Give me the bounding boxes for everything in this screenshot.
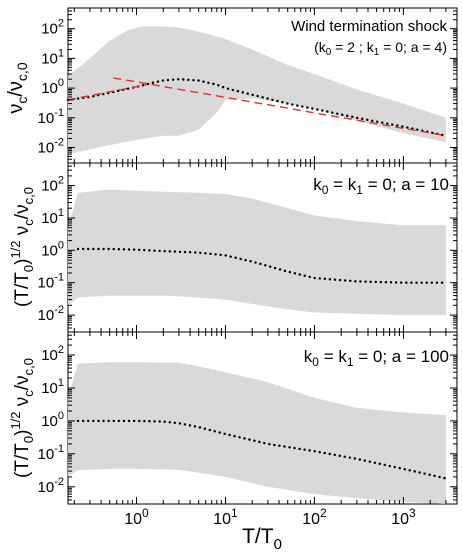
panel-title: k0 = k1 = 0; a = 10 xyxy=(313,175,449,197)
x-tick-labels: 100 101 102 103 xyxy=(124,506,416,528)
tick-label: 10-2 xyxy=(38,136,64,156)
dashed-fit-line-1 xyxy=(113,77,447,137)
tick-label: 102 xyxy=(41,344,64,364)
range-band xyxy=(68,189,446,316)
panel-title-line-2: (k0 = 2 ; k1 = 0; a = 4) xyxy=(314,39,447,58)
tick-label: 100 xyxy=(41,239,64,259)
panel-wind-termination-shock: 10-2 10-1 100 101 102 Wind termination shock… xyxy=(38,7,458,164)
tick-label: 103 xyxy=(391,506,416,528)
panel-title-line-1: Wind termination shock xyxy=(291,18,447,35)
tick-label: 10-1 xyxy=(38,272,64,292)
panel-a-100: 10-2 10-1 100 101 102 k0 = k1 = 0; a = 100 xyxy=(38,331,458,505)
tick-label: 102 xyxy=(41,175,64,195)
tick-label: 100 xyxy=(41,410,64,430)
dotted-series-line xyxy=(76,419,448,480)
tick-label: 10-2 xyxy=(38,476,64,496)
tick-label: 102 xyxy=(302,506,327,528)
y-axis-label-2: (T/T0)1/2 νc/νc,0 xyxy=(8,187,36,307)
tick-label: 101 xyxy=(41,207,64,227)
tick-label: 10-1 xyxy=(38,107,64,127)
range-band xyxy=(68,362,446,504)
range-band xyxy=(68,26,446,155)
panel-a-10: 10-2 10-1 100 101 102 k0 = k1 = 0; a = 10 xyxy=(38,162,458,333)
dashed-fit-line-2 xyxy=(67,84,147,101)
tick-label: 100 xyxy=(41,77,64,97)
y-axis-label-3: (T/T0)1/2 νc/νc,0 xyxy=(8,358,36,478)
tick-label: 101 xyxy=(41,47,64,67)
y-axis-label-1: νc/νc,0 xyxy=(5,62,30,113)
tick-label: 102 xyxy=(41,18,64,38)
panel-title: k0 = k1 = 0; a = 100 xyxy=(304,347,449,369)
tick-label: 10-2 xyxy=(38,304,64,324)
tick-label: 101 xyxy=(41,377,64,397)
tick-label: 101 xyxy=(213,506,238,528)
dotted-series-line xyxy=(76,247,448,284)
x-axis-label: T/T0 xyxy=(242,525,282,553)
tick-label: 100 xyxy=(124,506,149,528)
tick-label: 10-1 xyxy=(38,443,64,463)
